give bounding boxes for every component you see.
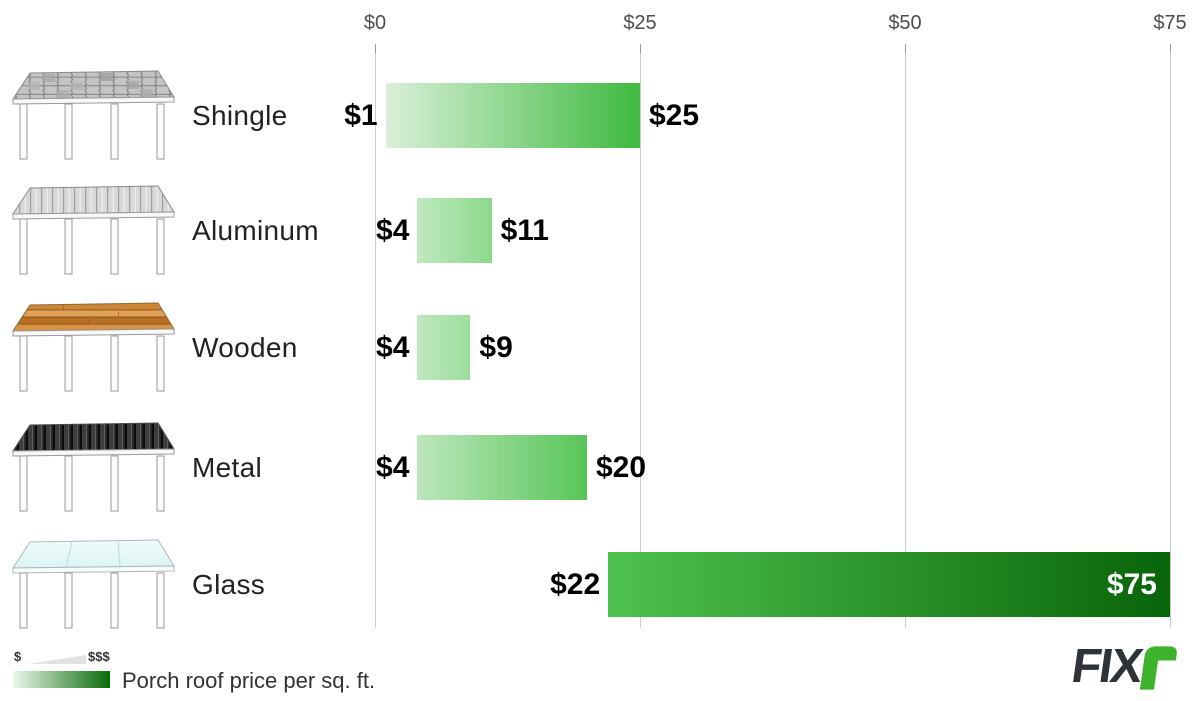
bar-max-value: $25 [649,98,700,132]
aluminum-porch-roof-icon [8,184,178,276]
price-range-bar [417,315,471,380]
price-range-bar [385,83,640,148]
category-label: Aluminum [192,214,319,246]
category-label: Glass [192,568,266,600]
category-label: Metal [192,451,262,483]
bar-min-value: $1 [344,98,378,132]
category-label: Wooden [192,331,298,363]
gridline [904,44,906,628]
legend-gradient-bar [13,671,110,688]
price-range-bar [417,435,587,500]
fixr-logo: FIX [1068,640,1195,693]
bar-min-value: $22 [550,567,601,601]
gridline [639,44,641,628]
legend-low-label: $ [14,649,22,664]
bar-min-value: $4 [376,450,410,484]
axis-tick-label: $50 [888,12,922,34]
legend-wedge-icon [28,655,86,664]
price-range-bar [417,198,492,263]
axis-tick-label: $0 [363,12,387,34]
chart-caption: Porch roof price per sq. ft. [122,668,376,693]
shingle-porch-roof-icon [8,69,178,161]
glass-porch-roof-icon [8,538,178,630]
price-range-bar [608,552,1170,617]
gridline [1169,44,1171,628]
gridline [374,44,376,628]
bar-max-value: $11 [500,213,549,247]
bar-max-value: $75 [1106,567,1157,601]
fixr-logo-r-icon [1139,646,1177,690]
bar-min-value: $4 [376,213,410,247]
bar-max-value: $9 [479,330,513,364]
wooden-porch-roof-icon [8,301,178,393]
bar-min-value: $4 [376,330,410,364]
metal-porch-roof-icon [8,421,178,513]
axis-tick-label: $75 [1153,12,1187,34]
axis-tick-label: $25 [623,12,657,34]
category-label: Shingle [192,99,288,131]
fixr-logo-text: FIX [1068,640,1145,693]
bar-max-value: $20 [596,450,647,484]
legend-high-label: $$$ [88,649,110,664]
